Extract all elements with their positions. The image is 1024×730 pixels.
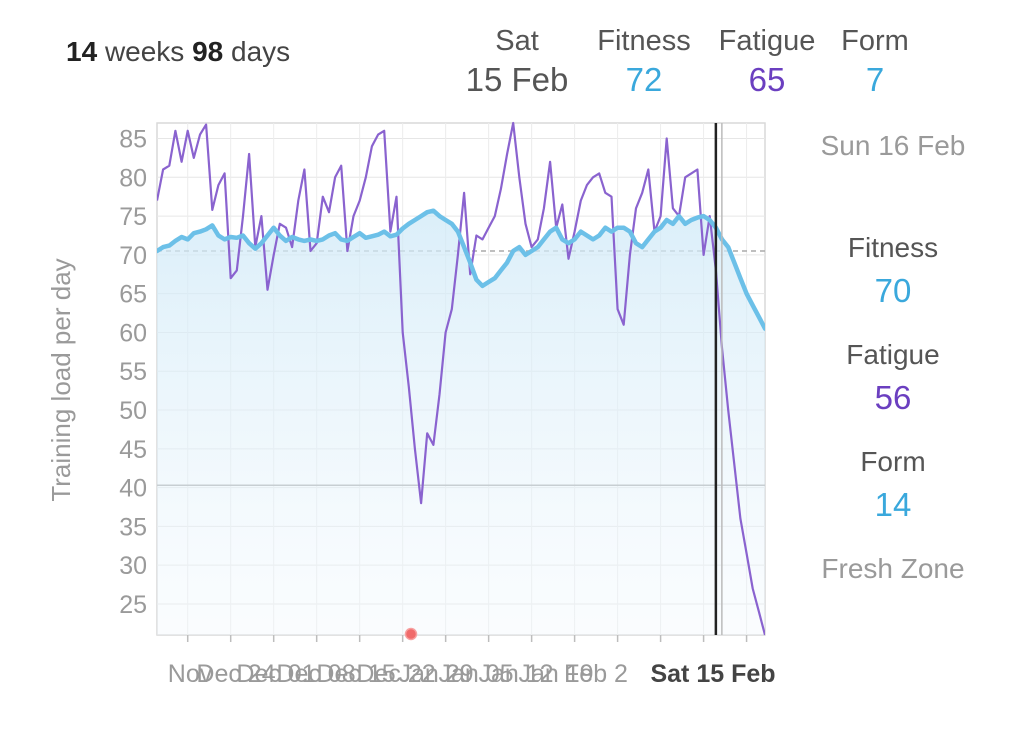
sidebar-fitness-label: Fitness bbox=[847, 232, 939, 263]
fitness-area bbox=[157, 210, 765, 635]
y-tick-label: 50 bbox=[119, 397, 147, 425]
sidebar-zone: Fresh Zone bbox=[821, 553, 965, 584]
x-tick-label-selected: Sat 15 Feb bbox=[650, 660, 775, 688]
y-tick-label: 45 bbox=[119, 436, 147, 464]
y-tick-label: 85 bbox=[119, 126, 147, 154]
header-fitness: Fitness 72 bbox=[588, 24, 700, 102]
header-form-label: Form bbox=[841, 25, 909, 57]
sidebar-fatigue-value: 56 bbox=[874, 379, 912, 416]
axes: 25 30 35 40 45 50 55 60 65 70 75 80 85 Training load … bbox=[46, 126, 776, 688]
sidebar-fitness-value: 70 bbox=[874, 272, 912, 309]
header-fatigue-value: 65 bbox=[748, 61, 786, 98]
header-form: Form 7 bbox=[832, 24, 918, 102]
header-fitness-label: Fitness bbox=[597, 25, 691, 57]
x-tick-label: Dec 01 bbox=[236, 660, 315, 688]
days-unit: days bbox=[231, 36, 291, 67]
selection-cursor[interactable] bbox=[714, 123, 723, 635]
y-tick-label: 30 bbox=[119, 552, 147, 580]
header-fatigue: Fatigue 65 bbox=[712, 24, 822, 102]
x-tick-label: Dec 15 bbox=[316, 660, 395, 688]
x-tick-label: Dec 24 bbox=[196, 660, 275, 688]
y-tick-label: 65 bbox=[119, 281, 147, 309]
series-layer bbox=[157, 121, 765, 636]
y-tick-label: 60 bbox=[119, 319, 147, 347]
fatigue-line bbox=[157, 121, 765, 636]
selected-day: Sat bbox=[495, 25, 539, 57]
sidebar-fatigue-label: Fatigue bbox=[846, 339, 940, 370]
x-tick-label: Nov bbox=[168, 660, 213, 688]
header-form-value: 7 bbox=[865, 61, 885, 98]
x-tick-label: Jan 12 bbox=[478, 660, 553, 688]
y-tick-label: 75 bbox=[119, 203, 147, 231]
weeks-count: 14 bbox=[66, 36, 98, 67]
y-tick-label: 40 bbox=[119, 475, 147, 503]
y-tick-label: 55 bbox=[119, 358, 147, 386]
header-fatigue-label: Fatigue bbox=[718, 25, 816, 57]
event-marker-dot bbox=[404, 627, 418, 641]
y-tick-label: 35 bbox=[119, 513, 147, 541]
header-fitness-value: 72 bbox=[625, 61, 663, 98]
sidebar-form-label: Form bbox=[860, 446, 926, 477]
fitness-line bbox=[157, 208, 765, 331]
weeks-unit: weeks bbox=[104, 36, 185, 67]
x-tick-label: Feb 2 bbox=[564, 660, 628, 688]
sidebar-date: Sun 16 Feb bbox=[820, 130, 966, 161]
y-tick-label: 80 bbox=[119, 164, 147, 192]
y-tick-label: 70 bbox=[119, 242, 147, 270]
x-tick-label: Dec 22 bbox=[356, 660, 435, 688]
y-tick-label: 25 bbox=[119, 591, 147, 619]
days-count: 98 bbox=[192, 36, 224, 67]
range-summary: 14 weeks 98 days bbox=[66, 36, 290, 68]
selected-date: 15 Feb bbox=[465, 61, 569, 98]
x-tick-label: Jan 29 bbox=[398, 660, 473, 688]
x-tick-label: Jan 05 bbox=[438, 660, 513, 688]
sidebar-form-value: 14 bbox=[874, 486, 912, 523]
selected-date-block: Sat 15 Feb bbox=[462, 24, 572, 102]
y-axis-label: Training load per day bbox=[46, 258, 76, 501]
x-tick-label: Dec 08 bbox=[276, 660, 355, 688]
x-tick-label: Jan 19 bbox=[518, 660, 593, 688]
